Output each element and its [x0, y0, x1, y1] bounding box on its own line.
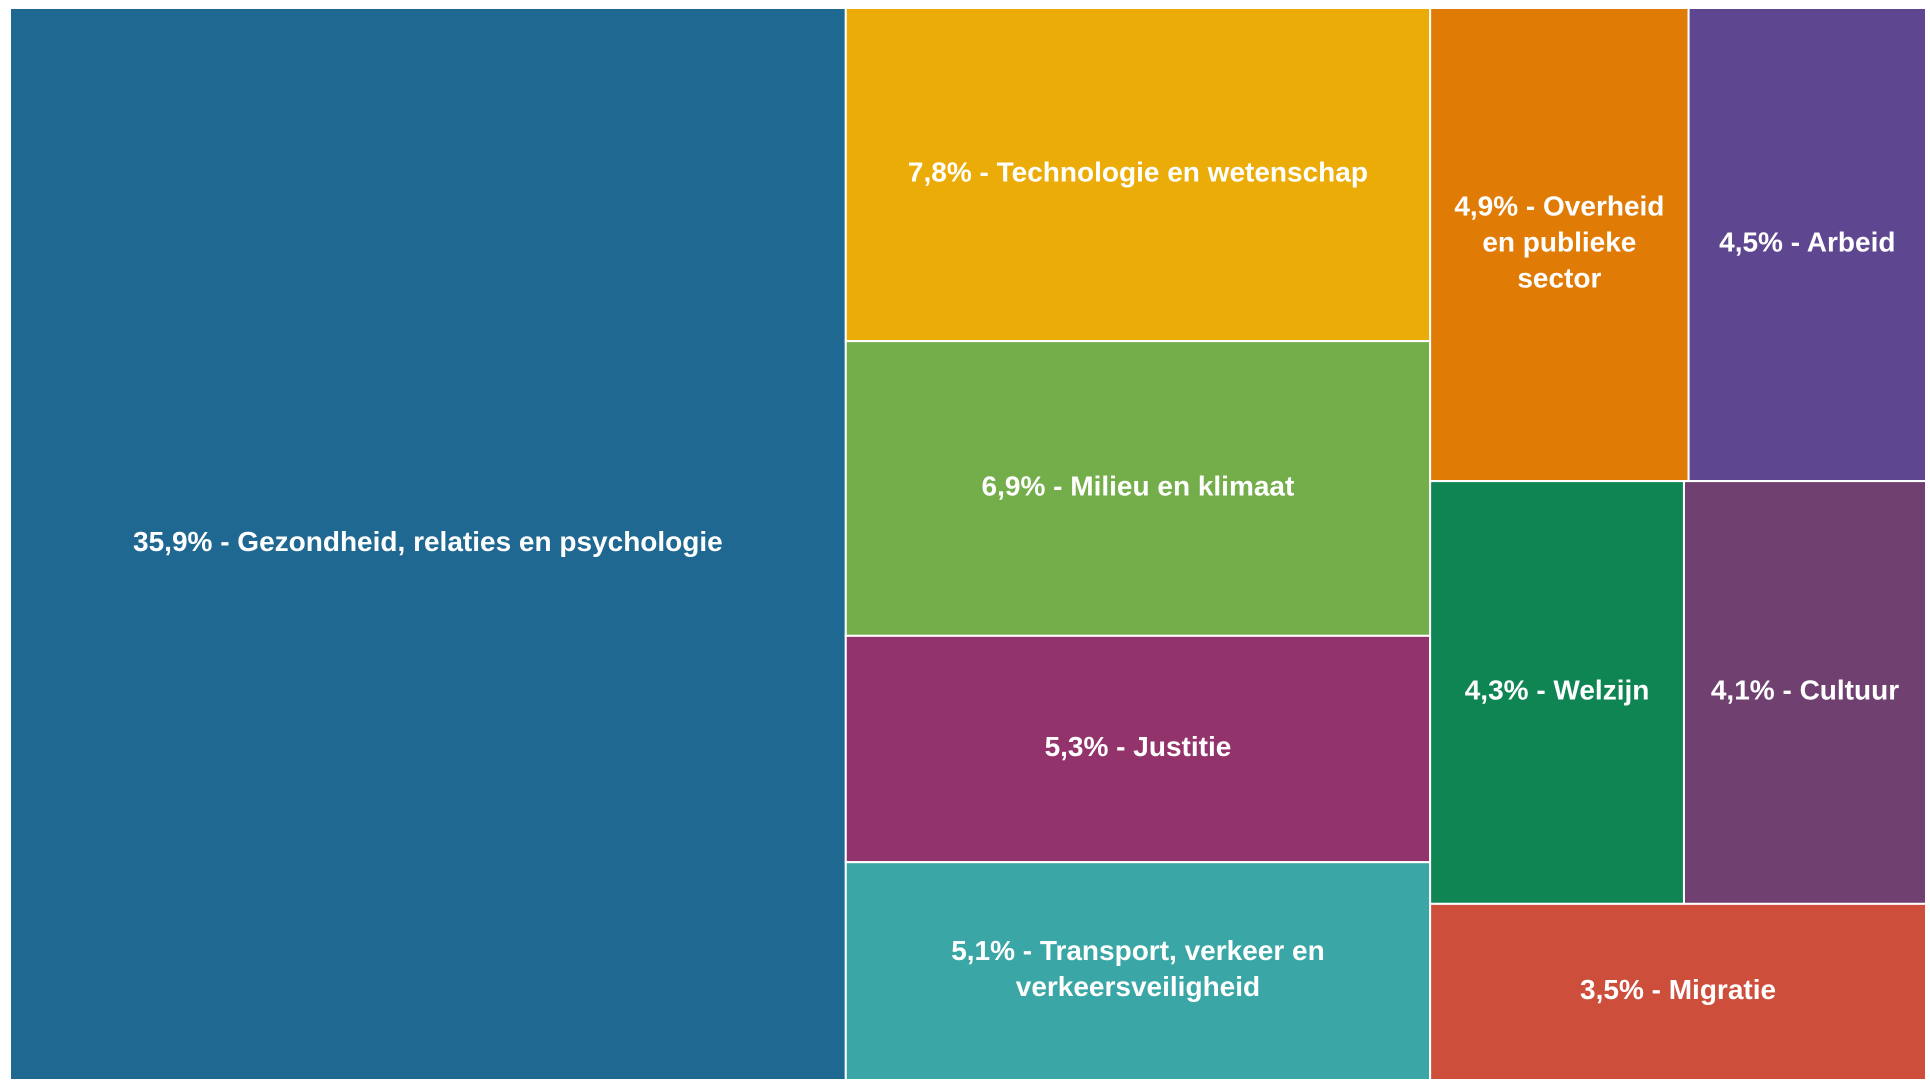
treemap-cell: [1429, 7, 1690, 483]
treemap-cell: [844, 861, 1432, 1082]
treemap-cell: [1429, 902, 1927, 1082]
label-line: sector: [1517, 263, 1601, 294]
cell-label: 4,3% - Welzijn: [1465, 675, 1650, 706]
label-line: 5,3% - Justitie: [1045, 731, 1232, 762]
label-line: verkeersveiligheid: [1016, 971, 1260, 1002]
cell-label: 4,5% - Arbeid: [1719, 227, 1895, 258]
label-line: 6,9% - Milieu en klimaat: [982, 471, 1295, 502]
treemap-cell: [844, 340, 1432, 637]
cell-label: 7,8% - Technologie en wetenschap: [908, 157, 1368, 188]
cell-label: 4,1% - Cultuur: [1711, 675, 1899, 706]
label-line: 35,9% - Gezondheid, relaties en psycholo…: [133, 526, 723, 557]
label-line: 3,5% - Migratie: [1580, 974, 1776, 1005]
label-line: 4,9% - Overheid: [1454, 191, 1664, 222]
cell-label: 4,9% - Overheid en publieke sector: [1454, 191, 1664, 294]
treemap-cell: [844, 7, 1432, 343]
treemap-cell: [1429, 480, 1685, 905]
treemap-cell: [844, 634, 1432, 864]
cell-label: 3,5% - Migratie: [1580, 974, 1776, 1005]
label-line: 4,1% - Cultuur: [1711, 675, 1899, 706]
label-line: 7,8% - Technologie en wetenschap: [908, 157, 1368, 188]
label-line: 4,5% - Arbeid: [1719, 227, 1895, 258]
cell-label: 6,9% - Milieu en klimaat: [982, 471, 1295, 502]
label-line: en publieke: [1482, 227, 1636, 258]
cell-label: 35,9% - Gezondheid, relaties en psycholo…: [133, 526, 723, 557]
label-line: 5,1% - Transport, verkeer en: [951, 935, 1325, 966]
label-line: 4,3% - Welzijn: [1465, 675, 1650, 706]
treemap-cell: [9, 7, 847, 1081]
cell-label: 5,1% - Transport, verkeer en verkeersveil…: [951, 935, 1325, 1002]
treemap-cell: [1682, 480, 1928, 905]
cell-label: 5,3% - Justitie: [1045, 731, 1232, 762]
treemap-cell: [1687, 7, 1927, 483]
